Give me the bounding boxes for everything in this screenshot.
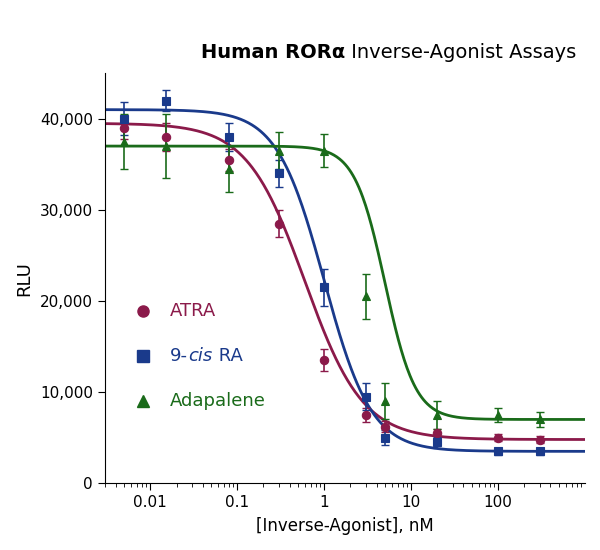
Y-axis label: RLU: RLU xyxy=(15,261,33,296)
Text: Inverse-Agonist Assays: Inverse-Agonist Assays xyxy=(345,43,576,62)
X-axis label: [Inverse-Agonist], nM: [Inverse-Agonist], nM xyxy=(256,517,434,535)
Text: Adapalene: Adapalene xyxy=(170,392,266,410)
Text: RA: RA xyxy=(214,347,243,365)
Text: cis: cis xyxy=(188,347,212,365)
Text: Human RORα: Human RORα xyxy=(200,43,345,62)
Text: 9-: 9- xyxy=(170,347,188,365)
Text: ATRA: ATRA xyxy=(170,302,216,320)
